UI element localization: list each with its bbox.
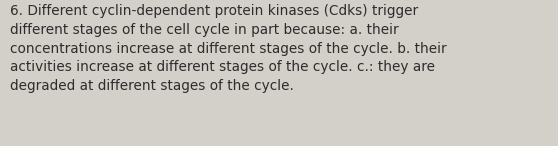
Text: 6. Different cyclin-dependent protein kinases (Cdks) trigger
different stages of: 6. Different cyclin-dependent protein ki…	[10, 4, 446, 93]
